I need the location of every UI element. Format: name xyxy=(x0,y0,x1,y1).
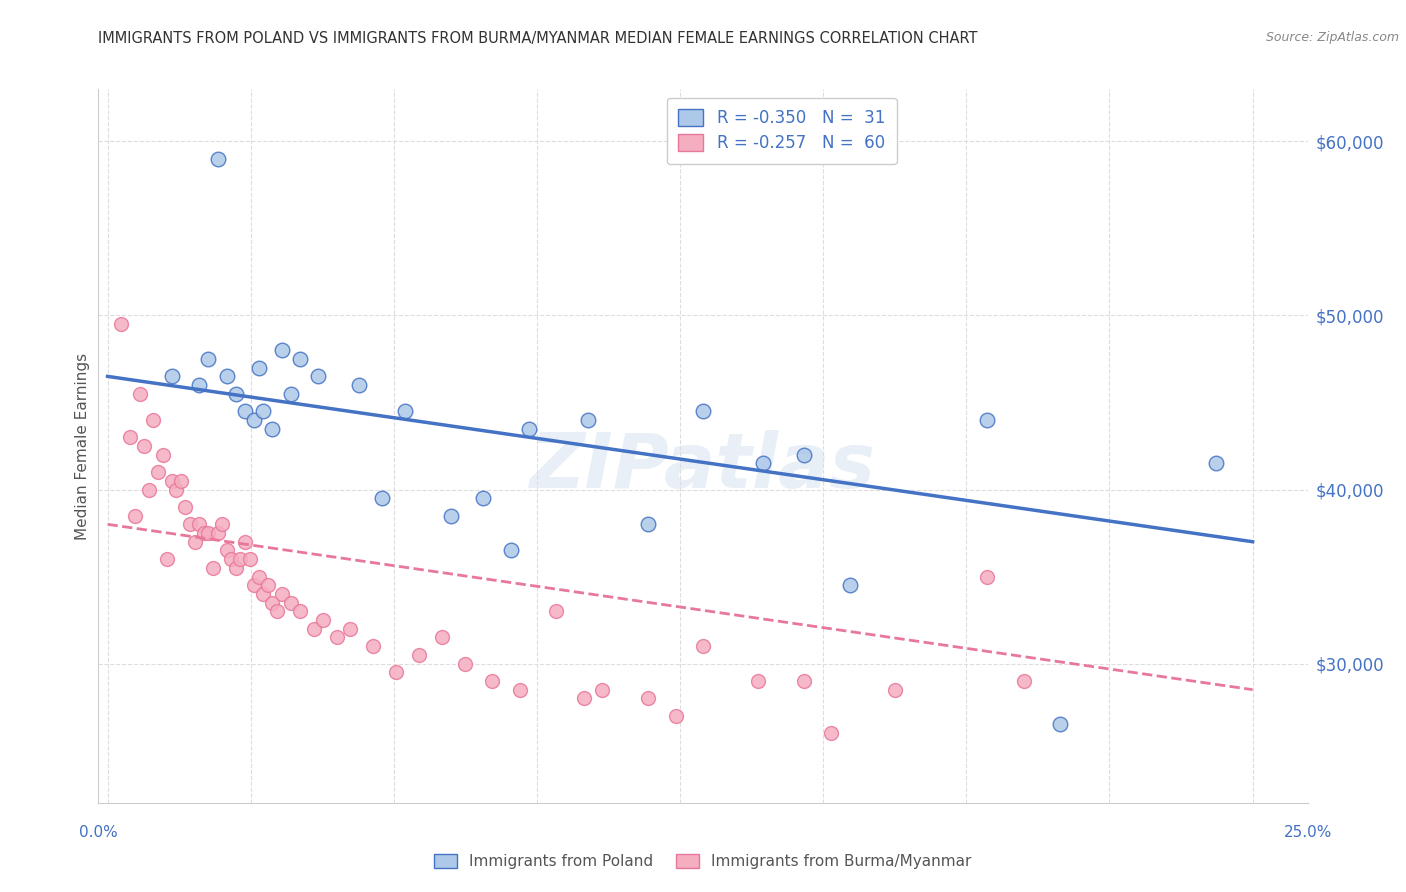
Point xyxy=(247,360,270,375)
Point xyxy=(207,526,229,541)
Point xyxy=(188,378,211,392)
Point xyxy=(174,500,197,514)
Point xyxy=(270,587,292,601)
Point xyxy=(385,665,408,680)
Point xyxy=(110,317,132,331)
Point xyxy=(207,152,229,166)
Point xyxy=(884,682,907,697)
Point xyxy=(215,369,238,384)
Point xyxy=(288,604,311,618)
Point xyxy=(325,631,347,645)
Point xyxy=(838,578,860,592)
Point xyxy=(747,673,769,688)
Point xyxy=(233,534,256,549)
Point xyxy=(793,448,815,462)
Point xyxy=(976,413,998,427)
Point xyxy=(820,726,842,740)
Point xyxy=(156,552,179,566)
Point xyxy=(339,622,361,636)
Point xyxy=(408,648,430,662)
Point xyxy=(751,457,773,471)
Point xyxy=(252,404,274,418)
Point xyxy=(188,517,211,532)
Point xyxy=(572,691,595,706)
Point xyxy=(215,543,238,558)
Point xyxy=(270,343,292,358)
Point xyxy=(197,351,219,366)
Point xyxy=(128,386,150,401)
Point xyxy=(142,413,165,427)
Point xyxy=(183,534,205,549)
Point xyxy=(146,465,169,479)
Point xyxy=(197,526,219,541)
Point xyxy=(509,682,531,697)
Text: 0.0%: 0.0% xyxy=(79,825,118,840)
Point xyxy=(1012,673,1035,688)
Point xyxy=(591,682,613,697)
Point xyxy=(243,413,266,427)
Point xyxy=(361,639,384,653)
Point xyxy=(481,673,503,688)
Point xyxy=(546,604,568,618)
Point xyxy=(160,369,183,384)
Legend: Immigrants from Poland, Immigrants from Burma/Myanmar: Immigrants from Poland, Immigrants from … xyxy=(427,848,979,875)
Point xyxy=(578,413,600,427)
Point xyxy=(1205,457,1227,471)
Point xyxy=(793,673,815,688)
Point xyxy=(152,448,174,462)
Point xyxy=(637,691,659,706)
Point xyxy=(454,657,477,671)
Point xyxy=(440,508,463,523)
Point xyxy=(124,508,146,523)
Point xyxy=(499,543,522,558)
Point xyxy=(170,474,193,488)
Point xyxy=(160,474,183,488)
Point xyxy=(179,517,201,532)
Point xyxy=(266,604,288,618)
Point xyxy=(120,430,142,444)
Point xyxy=(302,622,325,636)
Text: IMMIGRANTS FROM POLAND VS IMMIGRANTS FROM BURMA/MYANMAR MEDIAN FEMALE EARNINGS C: IMMIGRANTS FROM POLAND VS IMMIGRANTS FRO… xyxy=(98,31,979,46)
Text: Source: ZipAtlas.com: Source: ZipAtlas.com xyxy=(1265,31,1399,45)
Point xyxy=(692,639,714,653)
Point xyxy=(262,421,284,435)
Point xyxy=(664,708,686,723)
Point xyxy=(692,404,714,418)
Point xyxy=(229,552,252,566)
Point xyxy=(312,613,335,627)
Point xyxy=(307,369,329,384)
Point xyxy=(349,378,371,392)
Point xyxy=(211,517,233,532)
Point xyxy=(165,483,187,497)
Point xyxy=(252,587,274,601)
Point xyxy=(371,491,394,506)
Point xyxy=(394,404,416,418)
Point xyxy=(430,631,453,645)
Point xyxy=(288,351,311,366)
Point xyxy=(225,386,247,401)
Point xyxy=(193,526,215,541)
Point xyxy=(1049,717,1071,731)
Point xyxy=(239,552,262,566)
Point xyxy=(472,491,495,506)
Point xyxy=(637,517,659,532)
Point xyxy=(247,569,270,583)
Point xyxy=(517,421,540,435)
Point xyxy=(262,596,284,610)
Point xyxy=(280,386,302,401)
Legend: R = -0.350   N =  31, R = -0.257   N =  60: R = -0.350 N = 31, R = -0.257 N = 60 xyxy=(666,97,897,164)
Point xyxy=(201,561,224,575)
Point xyxy=(225,561,247,575)
Text: ZIPatlas: ZIPatlas xyxy=(530,431,876,504)
Point xyxy=(976,569,998,583)
Point xyxy=(243,578,266,592)
Point xyxy=(257,578,280,592)
Point xyxy=(233,404,256,418)
Point xyxy=(134,439,156,453)
Text: 25.0%: 25.0% xyxy=(1284,825,1331,840)
Point xyxy=(219,552,242,566)
Point xyxy=(138,483,160,497)
Point xyxy=(280,596,302,610)
Y-axis label: Median Female Earnings: Median Female Earnings xyxy=(75,352,90,540)
